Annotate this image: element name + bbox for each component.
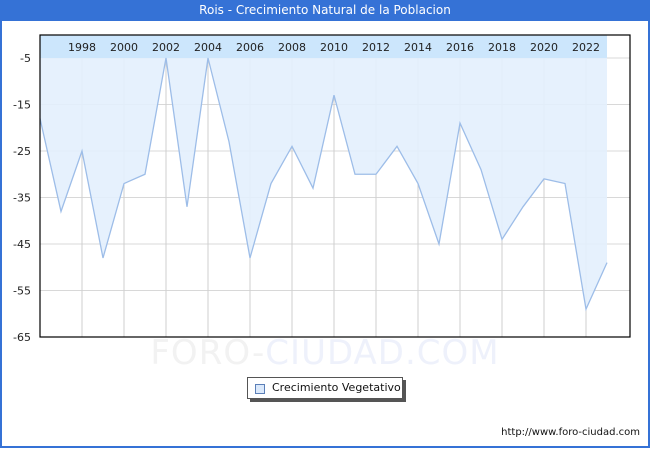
svg-text:1998: 1998 bbox=[68, 41, 96, 54]
chart-title: Rois - Crecimiento Natural de la Poblaci… bbox=[0, 0, 650, 21]
y-axis-ticks: -5 -15 -25 -35 -45 -55 -65 bbox=[13, 52, 31, 344]
svg-text:-5: -5 bbox=[20, 52, 31, 65]
data-line bbox=[39, 57, 608, 312]
svg-text:2012: 2012 bbox=[362, 41, 390, 54]
svg-text:2014: 2014 bbox=[404, 41, 432, 54]
legend: Crecimiento Vegetativo bbox=[247, 377, 403, 399]
svg-text:2010: 2010 bbox=[320, 41, 348, 54]
x-axis-ticks: 1998 2000 2002 2004 2006 2008 2010 2012 2014 2016… bbox=[68, 41, 600, 54]
svg-text:-45: -45 bbox=[13, 238, 31, 251]
svg-text:-25: -25 bbox=[13, 145, 31, 158]
svg-text:2020: 2020 bbox=[530, 41, 558, 54]
plot-border bbox=[39, 34, 631, 338]
legend-swatch-icon bbox=[255, 384, 265, 394]
svg-text:-35: -35 bbox=[13, 192, 31, 205]
svg-text:2006: 2006 bbox=[236, 41, 264, 54]
svg-text:2002: 2002 bbox=[152, 41, 180, 54]
svg-text:2016: 2016 bbox=[446, 41, 474, 54]
legend-label: Crecimiento Vegetativo bbox=[272, 381, 401, 394]
x-axis-header-band bbox=[40, 35, 607, 58]
svg-text:-15: -15 bbox=[13, 99, 31, 112]
watermark: FORO-CIUDAD.COM bbox=[150, 333, 500, 373]
data-area bbox=[40, 58, 607, 310]
svg-text:-65: -65 bbox=[13, 331, 31, 344]
svg-text:-55: -55 bbox=[13, 285, 31, 298]
source-url: http://www.foro-ciudad.com bbox=[501, 427, 640, 438]
svg-text:2022: 2022 bbox=[572, 41, 600, 54]
svg-text:2008: 2008 bbox=[278, 41, 306, 54]
svg-text:2000: 2000 bbox=[110, 41, 138, 54]
svg-text:2004: 2004 bbox=[194, 41, 222, 54]
svg-text:2018: 2018 bbox=[488, 41, 516, 54]
